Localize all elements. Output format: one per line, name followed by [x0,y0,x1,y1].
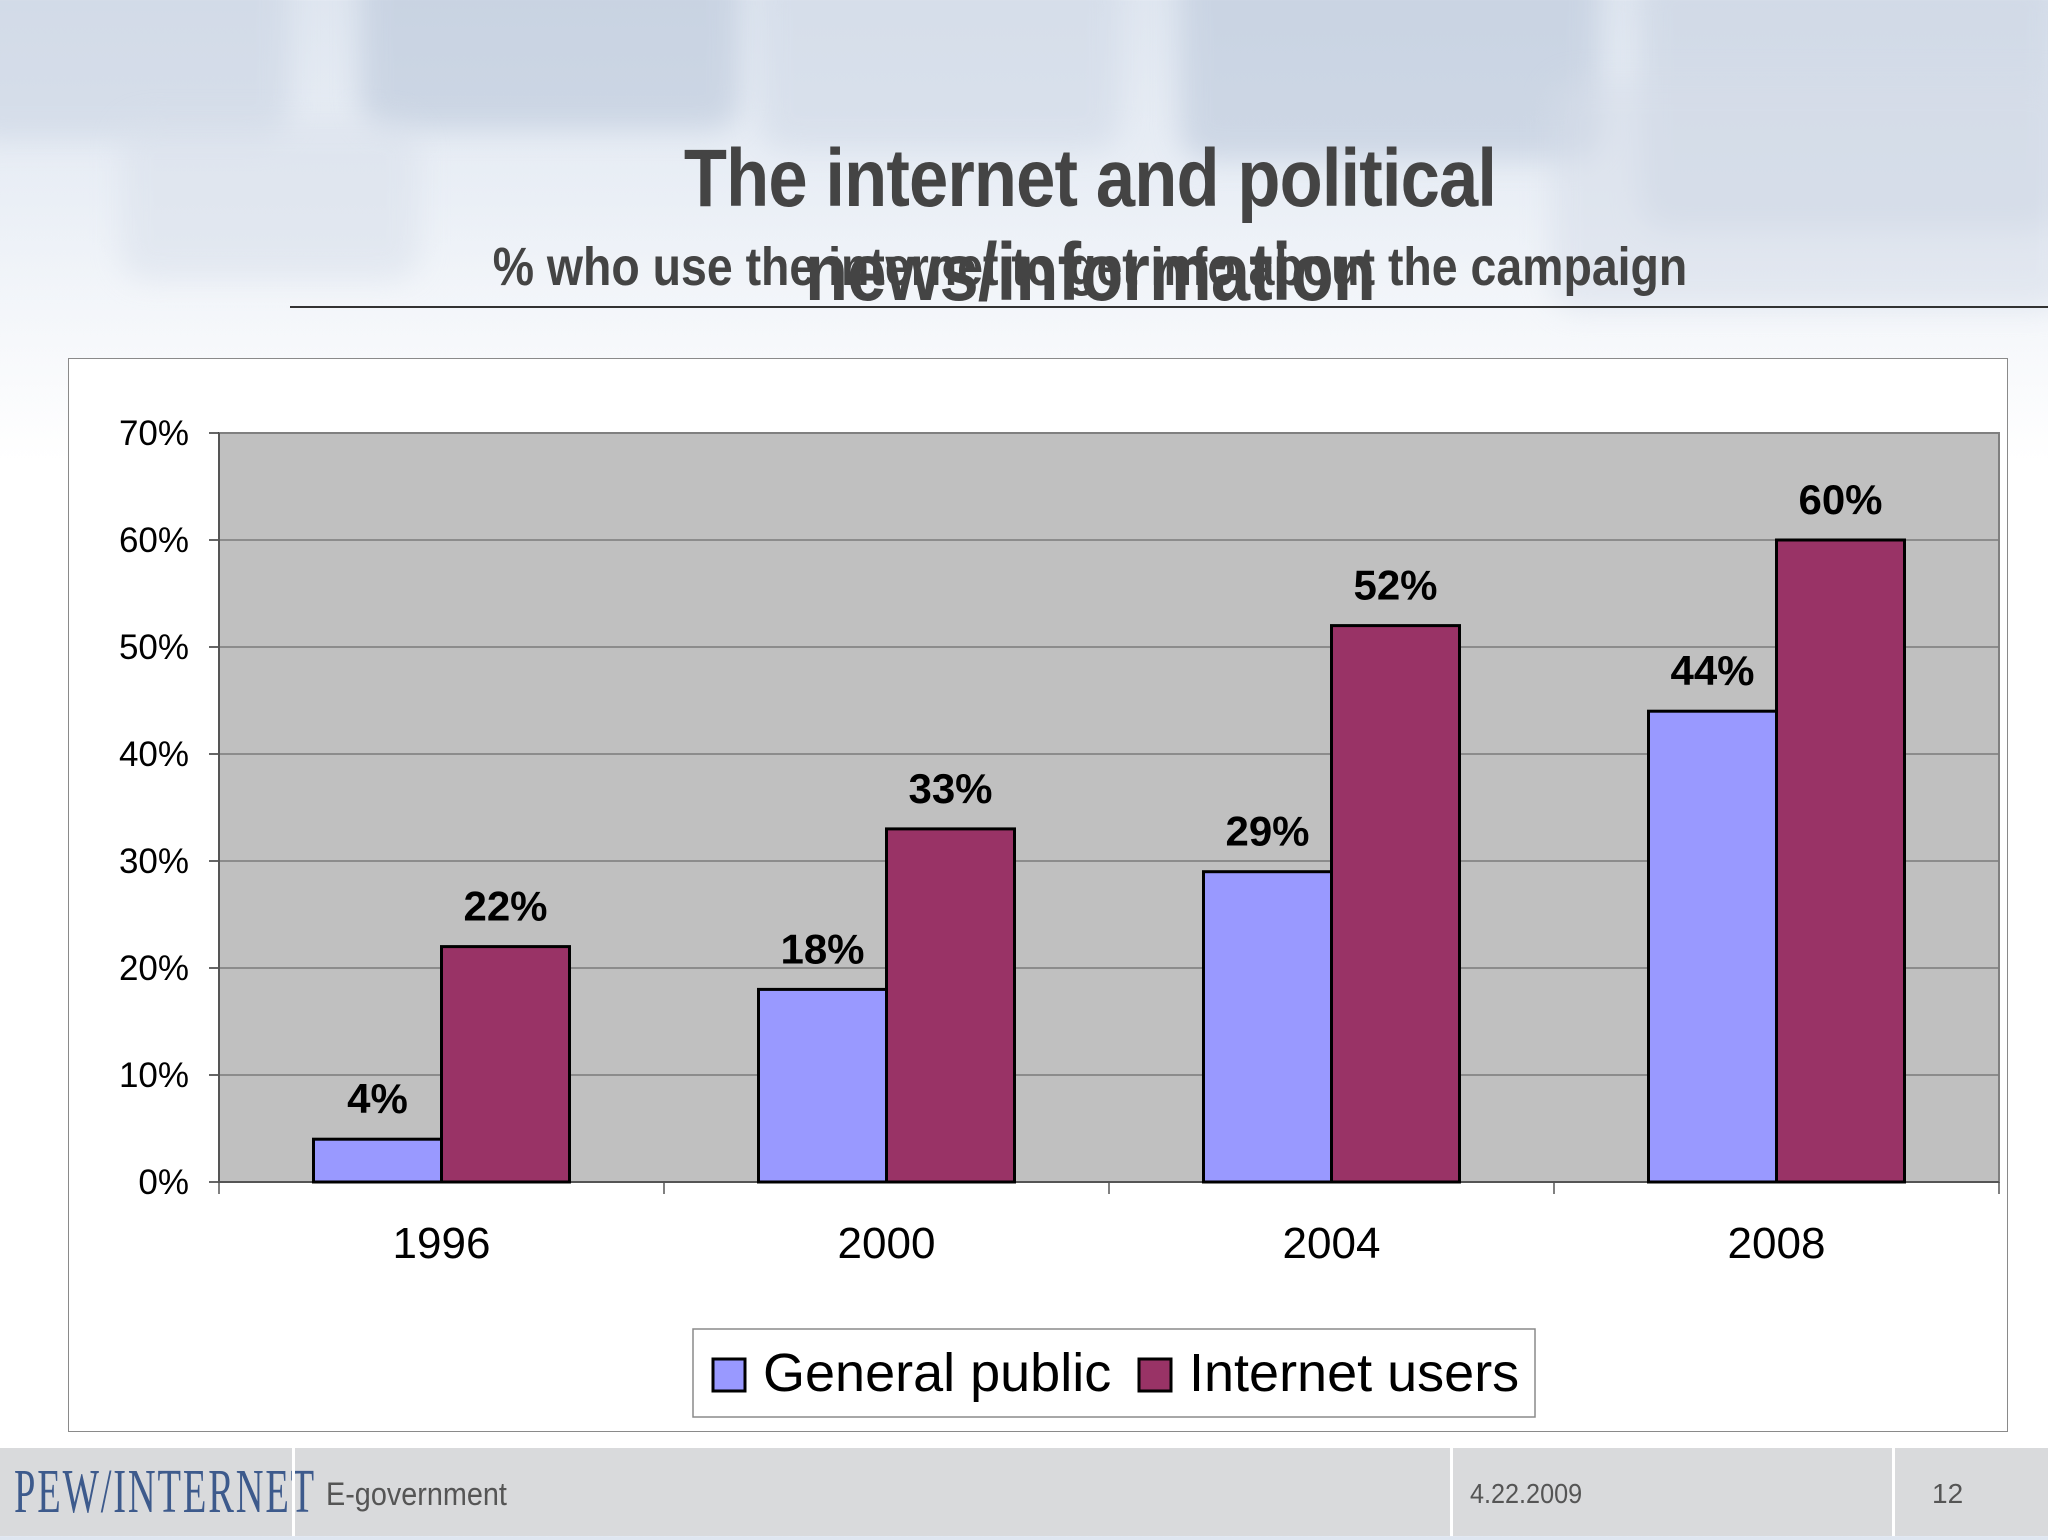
y-tick-label: 10% [119,1056,189,1095]
y-tick-label: 30% [119,842,189,881]
y-tick-label: 50% [119,628,189,667]
bar-general-public [757,987,888,1184]
bar-general-public [1647,709,1778,1184]
y-tick-label: 0% [138,1163,189,1202]
y-tick-label: 70% [119,414,189,453]
background-keyboard-key [120,120,420,280]
data-label: 52% [1353,562,1437,609]
x-category-label: 2004 [1283,1219,1381,1268]
bar-internet-users [1330,624,1461,1184]
data-label: 4% [347,1075,408,1122]
data-label: 22% [463,883,547,930]
background-keyboard-key [1550,80,2048,310]
page-number: 12 [1932,1478,1964,1509]
legend-box [692,1328,1536,1418]
bar-general-public [1202,870,1333,1184]
x-category-label: 2000 [838,1219,936,1268]
bar-chart: 0% 10% 20% 30% 40% 50% 60% 70% 1996 4% 22% 2000 18% 3… [119,414,2000,1418]
legend-label: Internet users [1189,1343,1519,1403]
bar-general-public [312,1137,443,1184]
footer-divider [1892,1448,1895,1536]
y-tick-label: 40% [119,735,189,774]
legend-swatch [711,1357,747,1393]
data-label: 29% [1225,808,1309,855]
footer-divider [1450,1448,1453,1536]
footer-section-label: E-government [326,1476,507,1512]
background-keyboard-key [760,0,1120,150]
pew-internet-logo: PEW/INTERNET [14,1458,317,1526]
title-divider [290,306,2048,308]
y-tick-label: 60% [119,521,189,560]
chart-frame: 0% 10% 20% 30% 40% 50% 60% 70% 1996 4% 22% 2000 18% 3… [68,358,2008,1432]
legend-label: General public [763,1343,1111,1403]
x-category-label: 1996 [393,1219,491,1268]
data-label: 44% [1670,647,1754,694]
data-label: 33% [908,765,992,812]
slide-subtitle: % who use the internet to get info about… [492,237,1688,297]
footer-divider [292,1448,295,1536]
bar-internet-users [885,827,1016,1184]
bar-internet-users [440,945,571,1184]
footer-date: 4.22.2009 [1470,1478,1583,1509]
data-label: 18% [780,925,864,972]
y-tick-label: 20% [119,949,189,988]
legend-swatch [1137,1357,1173,1393]
background-keyboard-key [1180,0,1600,160]
x-category-label: 2008 [1728,1219,1826,1268]
background-keyboard-key [360,0,740,130]
footer-bar: PEW/INTERNET E-government 4.22.2009 12 [0,1448,2048,1536]
slide-title: The internet and political news/informat… [683,133,1497,318]
data-label: 60% [1798,476,1882,523]
bar-internet-users [1775,538,1906,1184]
background-keyboard-key [0,0,290,140]
